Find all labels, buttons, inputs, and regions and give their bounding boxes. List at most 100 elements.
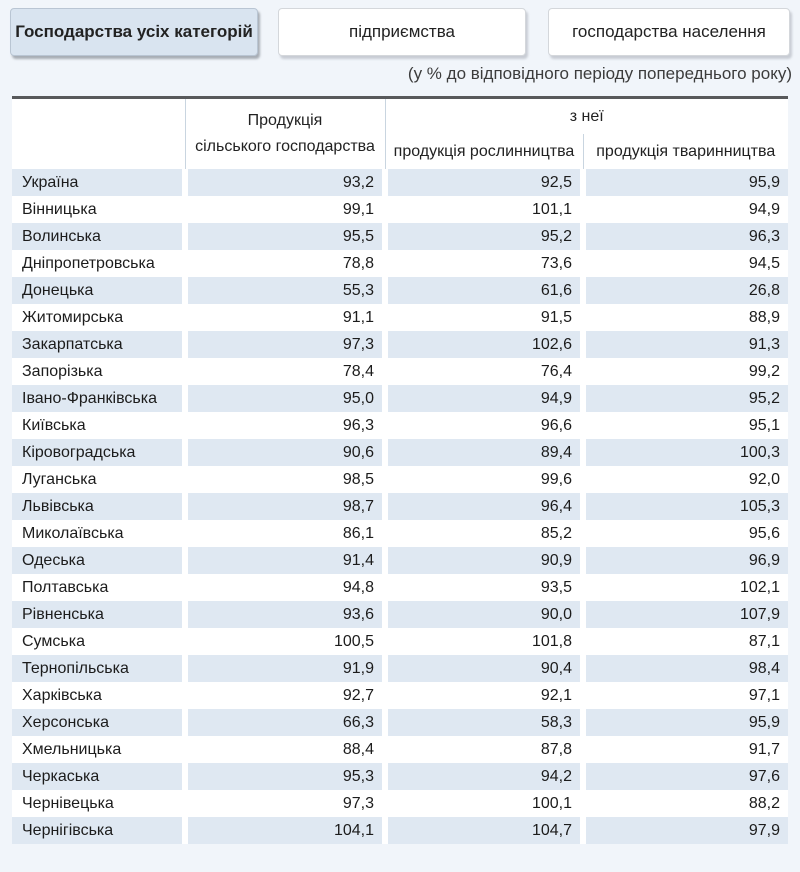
table-row: Херсонська 66,3 58,3 95,9 <box>12 709 788 736</box>
livestock-production-value-cell: 92,0 <box>580 466 788 493</box>
region-name-cell: Хмельницька <box>22 740 122 758</box>
total-production-value-cell: 96,3 <box>182 412 385 439</box>
total-production-value-cell: 95,0 <box>182 385 385 412</box>
column-header-crop-production: продукція рослинництва <box>384 134 583 169</box>
total-production-value-cell: 91,4 <box>182 547 385 574</box>
crop-production-value-cell: 94,2 <box>382 763 583 790</box>
region-name-cell: Запорізька <box>22 362 103 380</box>
region-name-cell: Черкаська <box>22 767 100 785</box>
region-name-cell: Сумська <box>22 632 85 650</box>
total-production-value-cell: 99,1 <box>182 196 385 223</box>
livestock-production-value-cell: 97,6 <box>580 763 788 790</box>
table-row: Івано-Франківська 95,0 94,9 95,2 <box>12 385 788 412</box>
livestock-production-value-cell: 95,1 <box>580 412 788 439</box>
tab-enterprises[interactable]: підприємства <box>278 8 526 56</box>
total-production-value-cell: 97,3 <box>182 331 385 358</box>
blank-header-cell <box>12 99 185 169</box>
crop-production-value-cell: 99,6 <box>382 466 583 493</box>
crop-production-value-cell: 89,4 <box>382 439 583 466</box>
livestock-production-value-cell: 91,7 <box>580 736 788 763</box>
region-name-cell: Вінницька <box>22 200 97 218</box>
table-row: Львівська 98,7 96,4 105,3 <box>12 493 788 520</box>
crop-production-value-cell: 61,6 <box>382 277 583 304</box>
column-header-total-line1: Продукція <box>247 112 323 129</box>
crop-production-value-cell: 101,8 <box>382 628 583 655</box>
table-row: Чернівецька 97,3 100,1 88,2 <box>12 790 788 817</box>
crop-production-value-cell: 94,9 <box>382 385 583 412</box>
livestock-production-value-cell: 98,4 <box>580 655 788 682</box>
crop-production-value-cell: 92,1 <box>382 682 583 709</box>
agriculture-production-table: Продукція сільського господарства з неї … <box>12 99 788 844</box>
crop-production-value-cell: 87,8 <box>382 736 583 763</box>
region-name-cell: Одеська <box>22 551 85 569</box>
total-production-value-cell: 98,7 <box>182 493 385 520</box>
crop-production-value-cell: 101,1 <box>382 196 583 223</box>
total-production-value-cell: 66,3 <box>182 709 385 736</box>
crop-production-value-cell: 100,1 <box>382 790 583 817</box>
region-name-cell: Полтавська <box>22 578 109 596</box>
livestock-production-value-cell: 95,9 <box>580 709 788 736</box>
crop-production-value-cell: 95,2 <box>382 223 583 250</box>
livestock-production-value-cell: 88,2 <box>580 790 788 817</box>
table-row: Луганська 98,5 99,6 92,0 <box>12 466 788 493</box>
total-production-value-cell: 78,8 <box>182 250 385 277</box>
livestock-production-value-cell: 100,3 <box>580 439 788 466</box>
table-row: Миколаївська 86,1 85,2 95,6 <box>12 520 788 547</box>
table-body: Україна 93,2 92,5 95,9 Вінницька 99,1 10… <box>12 169 788 844</box>
region-name-cell: Чернігівська <box>22 821 114 839</box>
livestock-production-value-cell: 95,9 <box>580 169 788 196</box>
region-name-cell: Житомирська <box>22 308 124 326</box>
column-header-total-production: Продукція сільського господарства <box>184 99 385 169</box>
crop-production-value-cell: 90,9 <box>382 547 583 574</box>
livestock-production-value-cell: 91,3 <box>580 331 788 358</box>
livestock-production-value-cell: 96,3 <box>580 223 788 250</box>
total-production-value-cell: 98,5 <box>182 466 385 493</box>
table-row: Україна 93,2 92,5 95,9 <box>12 169 788 196</box>
livestock-production-value-cell: 94,5 <box>580 250 788 277</box>
livestock-production-value-cell: 95,2 <box>580 385 788 412</box>
table-row: Київська 96,3 96,6 95,1 <box>12 412 788 439</box>
total-production-value-cell: 97,3 <box>182 790 385 817</box>
region-name-cell: Закарпатська <box>22 335 123 353</box>
total-production-value-cell: 94,8 <box>182 574 385 601</box>
region-name-cell: Івано-Франківська <box>22 389 157 407</box>
table-row: Житомирська 91,1 91,5 88,9 <box>12 304 788 331</box>
region-name-cell: Луганська <box>22 470 97 488</box>
table-row: Сумська 100,5 101,8 87,1 <box>12 628 788 655</box>
total-production-value-cell: 55,3 <box>182 277 385 304</box>
total-production-value-cell: 93,2 <box>182 169 385 196</box>
total-production-value-cell: 86,1 <box>182 520 385 547</box>
region-name-cell: Київська <box>22 416 86 434</box>
table-row: Донецька 55,3 61,6 26,8 <box>12 277 788 304</box>
table-row: Волинська 95,5 95,2 96,3 <box>12 223 788 250</box>
livestock-production-value-cell: 94,9 <box>580 196 788 223</box>
table-header: Продукція сільського господарства з неї … <box>12 99 788 169</box>
crop-production-value-cell: 93,5 <box>382 574 583 601</box>
total-production-value-cell: 90,6 <box>182 439 385 466</box>
table-row: Одеська 91,4 90,9 96,9 <box>12 547 788 574</box>
crop-production-value-cell: 90,0 <box>382 601 583 628</box>
table-row: Дніпропетровська 78,8 73,6 94,5 <box>12 250 788 277</box>
region-name-cell: Львівська <box>22 497 94 515</box>
region-name-cell: Україна <box>22 173 79 191</box>
tab-households[interactable]: господарства населення <box>548 8 790 56</box>
total-production-value-cell: 91,9 <box>182 655 385 682</box>
livestock-production-value-cell: 96,9 <box>580 547 788 574</box>
region-name-cell: Дніпропетровська <box>22 254 155 272</box>
table-row: Черкаська 95,3 94,2 97,6 <box>12 763 788 790</box>
table-row: Харківська 92,7 92,1 97,1 <box>12 682 788 709</box>
crop-production-value-cell: 102,6 <box>382 331 583 358</box>
region-name-cell: Рівненська <box>22 605 104 623</box>
region-name-cell: Кіровоградська <box>22 443 136 461</box>
region-name-cell: Миколаївська <box>22 524 124 542</box>
table-row: Тернопільська 91,9 90,4 98,4 <box>12 655 788 682</box>
crop-production-value-cell: 91,5 <box>382 304 583 331</box>
crop-production-value-cell: 104,7 <box>382 817 583 844</box>
tab-all-categories[interactable]: Господарства усіх категорій <box>10 8 258 56</box>
column-header-livestock-production: продукція тваринництва <box>582 134 788 169</box>
crop-production-value-cell: 73,6 <box>382 250 583 277</box>
group-header-of-it: з неї <box>384 99 788 134</box>
livestock-production-value-cell: 97,1 <box>580 682 788 709</box>
table-row: Кіровоградська 90,6 89,4 100,3 <box>12 439 788 466</box>
livestock-production-value-cell: 105,3 <box>580 493 788 520</box>
